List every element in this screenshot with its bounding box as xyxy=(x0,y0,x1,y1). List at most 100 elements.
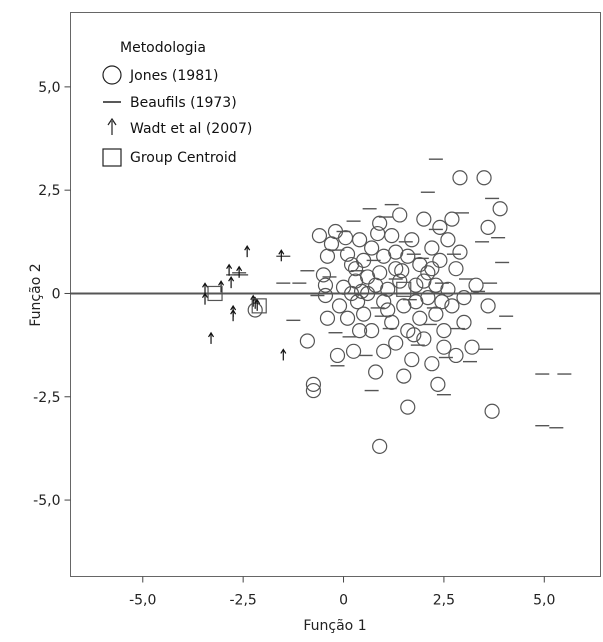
group-centroid-point xyxy=(207,285,223,302)
wadt-point xyxy=(254,298,261,311)
jones-point xyxy=(351,232,368,248)
data-points xyxy=(201,158,572,454)
jones-point xyxy=(468,277,484,293)
legend-label-centroid: Group Centroid xyxy=(130,150,237,166)
y-tick-label: -5,0 xyxy=(33,493,60,509)
wadt-point xyxy=(208,331,215,344)
jones-point xyxy=(432,252,448,269)
legend-circle-marker xyxy=(102,65,122,85)
jones-point xyxy=(436,339,452,355)
jones-point xyxy=(370,225,386,242)
jones-point xyxy=(412,310,428,326)
jones-point xyxy=(311,228,328,244)
legend-label-beaufils: Beaufils (1973) xyxy=(130,95,237,111)
jones-point xyxy=(305,382,322,399)
jones-point xyxy=(480,219,496,235)
jones-point xyxy=(364,323,380,339)
legend-label-wadt: Wadt et al (2007) xyxy=(130,121,252,137)
jones-point xyxy=(368,364,384,380)
jones-point xyxy=(480,298,496,314)
x-tick-label: -2,5 xyxy=(229,593,256,609)
wadt-point xyxy=(244,245,251,258)
jones-point xyxy=(372,438,388,454)
wadt-point xyxy=(280,348,287,361)
y-tick-label: 5,0 xyxy=(38,80,60,96)
jones-point xyxy=(484,403,500,419)
jones-point xyxy=(305,376,322,392)
jones-point xyxy=(339,246,356,262)
jones-point xyxy=(424,356,440,372)
jones-point xyxy=(448,261,464,277)
jones-point xyxy=(464,339,480,355)
x-tick-label: -5,0 xyxy=(129,593,156,609)
jones-point xyxy=(392,207,408,223)
jones-point xyxy=(406,327,422,343)
x-tick-label: 2,5 xyxy=(433,593,455,609)
x-tick-label: 5,0 xyxy=(533,593,555,609)
jones-point xyxy=(440,281,456,297)
jones-point xyxy=(329,347,346,364)
wadt-point xyxy=(228,276,235,289)
jones-point xyxy=(448,347,464,364)
wadt-point xyxy=(201,292,209,305)
legend-title: Metodologia xyxy=(120,40,206,56)
jones-point xyxy=(349,294,366,310)
jones-point xyxy=(428,306,444,322)
wadt-point xyxy=(278,249,285,262)
jones-point xyxy=(335,279,352,295)
legend-square-marker xyxy=(102,148,122,167)
jones-point xyxy=(444,211,460,227)
jones-point xyxy=(347,261,364,277)
jones-point xyxy=(372,215,388,231)
group-centroid-point xyxy=(251,298,267,314)
jones-point xyxy=(404,232,420,248)
jones-point xyxy=(388,244,404,260)
x-axis-title: Função 1 xyxy=(303,618,366,634)
jones-point xyxy=(360,285,376,302)
jones-point xyxy=(416,273,432,289)
jones-point xyxy=(432,219,448,235)
legend-label-jones: Jones (1981) xyxy=(129,68,218,84)
jones-point xyxy=(392,273,408,289)
y-tick-label: 0 xyxy=(52,286,61,302)
y-axis-title: Função 2 xyxy=(28,263,44,326)
jones-point xyxy=(444,298,460,314)
jones-point xyxy=(319,310,336,326)
jones-point xyxy=(351,323,368,339)
jones-point xyxy=(315,267,332,283)
jones-point xyxy=(430,376,446,392)
jones-point xyxy=(408,294,424,310)
jones-point xyxy=(356,306,372,322)
jones-point xyxy=(400,399,416,415)
jones-point xyxy=(420,265,436,281)
jones-point xyxy=(452,244,468,260)
x-tick-label: 0 xyxy=(339,593,348,609)
jones-point xyxy=(434,294,450,310)
jones-point xyxy=(476,170,492,186)
jones-point xyxy=(456,314,472,330)
jones-point xyxy=(317,277,334,293)
legend-arrow-marker xyxy=(107,117,117,135)
jones-point xyxy=(388,335,404,351)
jones-point xyxy=(424,240,440,256)
jones-point xyxy=(376,343,392,359)
jones-point xyxy=(492,201,508,217)
y-tick-label: -2,5 xyxy=(33,390,60,406)
wadt-point xyxy=(226,263,233,276)
jones-point xyxy=(436,323,452,339)
jones-point xyxy=(394,263,410,279)
jones-point xyxy=(456,289,472,306)
jones-point xyxy=(353,283,370,300)
wadt-point xyxy=(218,280,225,293)
jones-point xyxy=(345,343,362,359)
jones-point xyxy=(380,302,396,318)
jones-point xyxy=(372,265,388,281)
jones-point xyxy=(339,310,356,326)
jones-point xyxy=(343,256,360,273)
group-centroid-point xyxy=(396,281,412,297)
jones-point xyxy=(299,333,315,349)
x-axis-ticks: -5,0 -2,5 0 2,5 5,0 xyxy=(129,576,555,609)
jones-point xyxy=(424,261,440,277)
wadt-point xyxy=(236,265,243,278)
jones-point xyxy=(416,211,432,227)
